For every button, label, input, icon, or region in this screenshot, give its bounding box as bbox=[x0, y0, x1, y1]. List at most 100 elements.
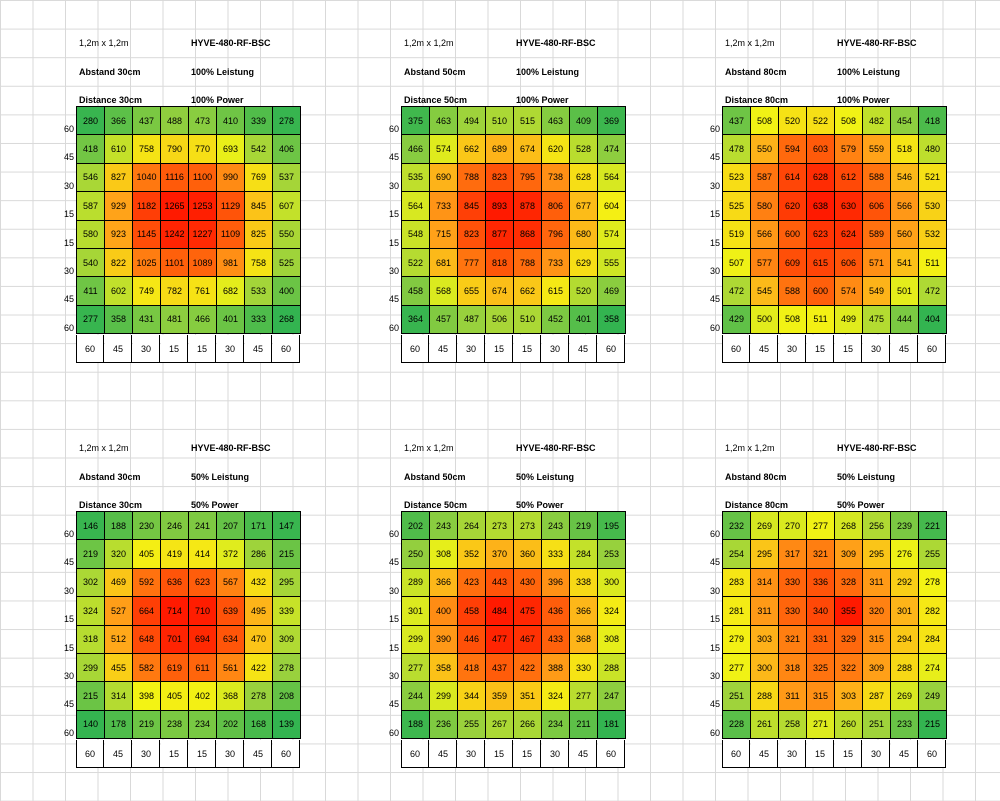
heatmap-cell: 328 bbox=[835, 569, 862, 596]
row-label: 45 bbox=[383, 152, 399, 162]
heatmap-cell: 582 bbox=[133, 654, 160, 681]
column-label: 30 bbox=[779, 740, 806, 767]
heatmap-cell: 455 bbox=[105, 654, 132, 681]
heatmap-cell: 429 bbox=[723, 306, 750, 333]
heatmap-cell: 521 bbox=[919, 164, 946, 191]
heatmap-cell: 506 bbox=[486, 306, 513, 333]
heatmap-cell: 398 bbox=[133, 682, 160, 709]
heatmap-cell: 273 bbox=[514, 512, 541, 539]
heatmap-cell: 508 bbox=[779, 306, 806, 333]
heatmap-cell: 469 bbox=[105, 569, 132, 596]
heatmap-cell: 215 bbox=[273, 540, 300, 567]
heatmap-cell: 171 bbox=[245, 512, 272, 539]
heatmap-cell: 418 bbox=[77, 135, 104, 162]
heatmap-cell: 211 bbox=[570, 711, 597, 738]
row-label: 30 bbox=[704, 671, 720, 681]
column-labels: 60 45 30 15 15 30 45 60 bbox=[76, 740, 300, 768]
heatmap-cell: 255 bbox=[919, 540, 946, 567]
heatmap-cell: 370 bbox=[486, 540, 513, 567]
heatmap-cell: 400 bbox=[430, 597, 457, 624]
heatmap-cell: 480 bbox=[919, 135, 946, 162]
power-label-de: 100% Leistung bbox=[191, 67, 254, 78]
heatmap-cell: 533 bbox=[245, 277, 272, 304]
heatmap-cell: 278 bbox=[273, 107, 300, 134]
heatmap-cell: 301 bbox=[402, 597, 429, 624]
heatmap-cell: 487 bbox=[458, 306, 485, 333]
heatmap-cell: 437 bbox=[486, 654, 513, 681]
heatmap-cell: 628 bbox=[807, 164, 834, 191]
heatmap-cell: 788 bbox=[458, 164, 485, 191]
heatmap-cell: 823 bbox=[486, 164, 513, 191]
size-label: 1,2m x 1,2m bbox=[725, 443, 775, 454]
heatmap-cell: 662 bbox=[458, 135, 485, 162]
heatmap-cell: 400 bbox=[273, 277, 300, 304]
heatmap-cell: 579 bbox=[835, 135, 862, 162]
heatmap-cell: 274 bbox=[919, 654, 946, 681]
column-labels: 60 45 30 15 15 30 45 60 bbox=[722, 740, 946, 768]
column-label: 60 bbox=[598, 740, 625, 767]
heatmap-cell: 339 bbox=[245, 107, 272, 134]
power-label-de: 50% Leistung bbox=[516, 472, 574, 483]
heatmap-cell: 295 bbox=[751, 540, 778, 567]
heatmap-cell: 607 bbox=[273, 192, 300, 219]
heatmap-cell: 550 bbox=[751, 135, 778, 162]
heatmap-cell: 574 bbox=[430, 135, 457, 162]
row-label: 15 bbox=[383, 614, 399, 624]
heatmap-cell: 178 bbox=[105, 711, 132, 738]
heatmap-cell: 147 bbox=[273, 512, 300, 539]
heatmap-cell: 388 bbox=[542, 654, 569, 681]
heatmap-cell: 1265 bbox=[161, 192, 188, 219]
heatmap-cell: 510 bbox=[514, 306, 541, 333]
column-label: 45 bbox=[751, 740, 778, 767]
heatmap-cell: 322 bbox=[835, 654, 862, 681]
distance-label-de: Abstand 50cm bbox=[404, 67, 466, 78]
heatmap-cell: 234 bbox=[189, 711, 216, 738]
heatmap-cell: 443 bbox=[486, 569, 513, 596]
heatmap-cell: 777 bbox=[458, 249, 485, 276]
heatmap-cell: 243 bbox=[430, 512, 457, 539]
heatmap-cell: 564 bbox=[598, 164, 625, 191]
heatmap-cell: 612 bbox=[835, 164, 862, 191]
heatmap-cell: 253 bbox=[598, 540, 625, 567]
heatmap-cell: 268 bbox=[835, 512, 862, 539]
row-label: 60 bbox=[704, 529, 720, 539]
heatmap-cell: 366 bbox=[430, 569, 457, 596]
row-label: 45 bbox=[58, 294, 74, 304]
heatmap-cell: 234 bbox=[542, 711, 569, 738]
heatmap-cell: 893 bbox=[486, 192, 513, 219]
power-label-en: 100% Power bbox=[191, 95, 244, 106]
column-label: 45 bbox=[891, 740, 918, 767]
model-label: HYVE-480-RF-BSC bbox=[837, 38, 917, 49]
heatmap-cell: 140 bbox=[77, 711, 104, 738]
heatmap-cell: 146 bbox=[77, 512, 104, 539]
heatmap-cell: 481 bbox=[161, 306, 188, 333]
heatmap-cell: 188 bbox=[402, 711, 429, 738]
row-label: 15 bbox=[383, 209, 399, 219]
heatmap-cell: 693 bbox=[217, 135, 244, 162]
heatmap-cell: 364 bbox=[402, 306, 429, 333]
heatmap-cell: 355 bbox=[835, 597, 862, 624]
heatmap-cell: 611 bbox=[189, 654, 216, 681]
heatmap-cell: 655 bbox=[458, 277, 485, 304]
column-label: 30 bbox=[133, 335, 160, 362]
size-label: 1,2m x 1,2m bbox=[725, 38, 775, 49]
heatmap-cell: 329 bbox=[835, 626, 862, 653]
heatmap-cell: 368 bbox=[217, 682, 244, 709]
power-label-de: 100% Leistung bbox=[837, 67, 900, 78]
heatmap-cell: 929 bbox=[105, 192, 132, 219]
column-label: 15 bbox=[514, 740, 541, 767]
column-label: 30 bbox=[542, 335, 569, 362]
heatmap-cell: 320 bbox=[105, 540, 132, 567]
heatmap-cell: 878 bbox=[514, 192, 541, 219]
heatmap-cell: 472 bbox=[919, 277, 946, 304]
column-label: 30 bbox=[133, 740, 160, 767]
power-label-de: 50% Leistung bbox=[837, 472, 895, 483]
column-label: 15 bbox=[189, 335, 216, 362]
heatmap-cell: 344 bbox=[458, 682, 485, 709]
heatmap-cell: 250 bbox=[402, 540, 429, 567]
heatmap-cell: 1129 bbox=[217, 192, 244, 219]
heatmap-cell: 261 bbox=[751, 711, 778, 738]
heatmap-cell: 623 bbox=[189, 569, 216, 596]
heatmap-cell: 1182 bbox=[133, 192, 160, 219]
heatmap-cell: 278 bbox=[273, 654, 300, 681]
